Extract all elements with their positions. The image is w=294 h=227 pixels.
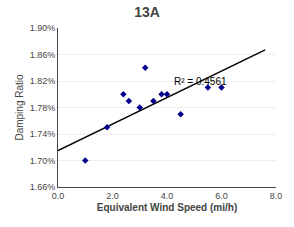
svg-text:1.70%: 1.70% [30,156,56,166]
svg-text:0.0: 0.0 [52,191,65,201]
svg-text:2.0: 2.0 [106,191,119,201]
svg-text:8.0: 8.0 [270,191,283,201]
svg-text:1.82%: 1.82% [30,76,56,86]
svg-text:13A: 13A [134,4,160,20]
svg-text:4.0: 4.0 [161,191,174,201]
svg-text:1.86%: 1.86% [30,50,56,60]
svg-text:Damping Ratio: Damping Ratio [14,74,25,141]
svg-text:1.90%: 1.90% [30,23,56,33]
svg-text:Equivalent Wind Speed (mi/h): Equivalent Wind Speed (mi/h) [97,202,237,213]
svg-text:1.78%: 1.78% [30,103,56,113]
svg-text:1.74%: 1.74% [30,129,56,139]
svg-text:R² = 0.4561: R² = 0.4561 [174,76,227,87]
svg-text:1.66%: 1.66% [30,182,56,192]
svg-text:6.0: 6.0 [215,191,228,201]
